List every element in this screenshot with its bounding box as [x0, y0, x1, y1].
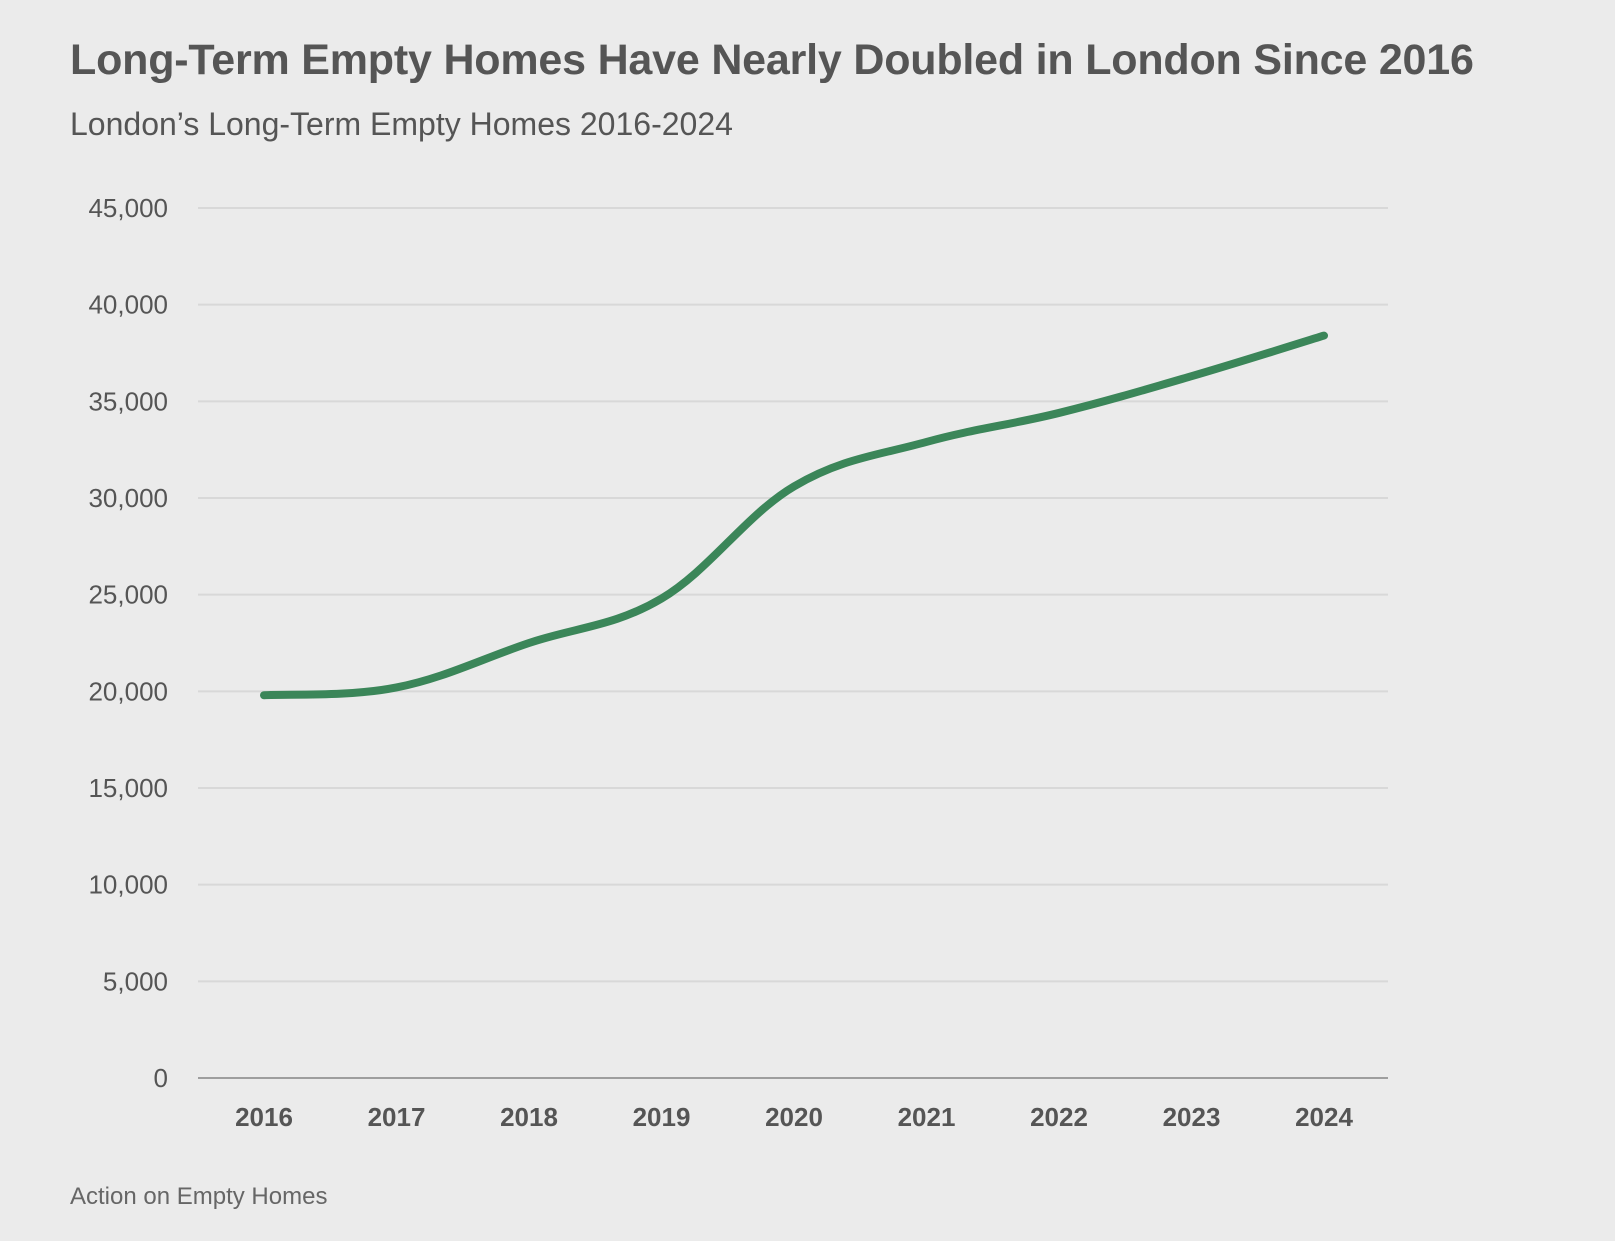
x-tick-label: 2020 [765, 1102, 823, 1132]
y-tick-label: 30,000 [88, 483, 168, 513]
x-tick-label: 2024 [1295, 1102, 1353, 1132]
series-line [260, 331, 1328, 700]
series-layer [260, 331, 1328, 700]
x-tick-label: 2023 [1163, 1102, 1221, 1132]
y-tick-label: 25,000 [88, 580, 168, 610]
y-tick-label: 10,000 [88, 870, 168, 900]
source-credit: Action on Empty Homes [70, 1183, 328, 1210]
chart-title: Long-Term Empty Homes Have Nearly Double… [70, 36, 1474, 84]
y-tick-label: 15,000 [88, 773, 168, 803]
chart-subtitle: London’s Long-Term Empty Homes 2016-2024 [70, 106, 733, 142]
gridlines [198, 207, 1388, 983]
y-tick-label: 20,000 [88, 676, 168, 706]
x-tick-label: 2022 [1030, 1102, 1088, 1132]
y-tick-label: 35,000 [88, 386, 168, 416]
y-tick-label: 5,000 [103, 966, 168, 996]
x-tick-label: 2018 [500, 1102, 558, 1132]
x-axis-ticks: 2016 2017 2018 2019 2020 2021 2022 2023 2024 [235, 1102, 1353, 1132]
y-tick-label: 45,000 [88, 193, 168, 223]
x-tick-label: 2021 [898, 1102, 956, 1132]
x-tick-label: 2016 [235, 1102, 293, 1132]
x-tick-label: 2017 [368, 1102, 426, 1132]
y-tick-label: 0 [154, 1063, 168, 1093]
y-tick-label: 40,000 [88, 290, 168, 320]
y-axis-ticks: 0 5,000 10,000 15,000 20,000 25,000 30,000 35,0… [88, 193, 168, 1093]
x-tick-label: 2019 [633, 1102, 691, 1132]
